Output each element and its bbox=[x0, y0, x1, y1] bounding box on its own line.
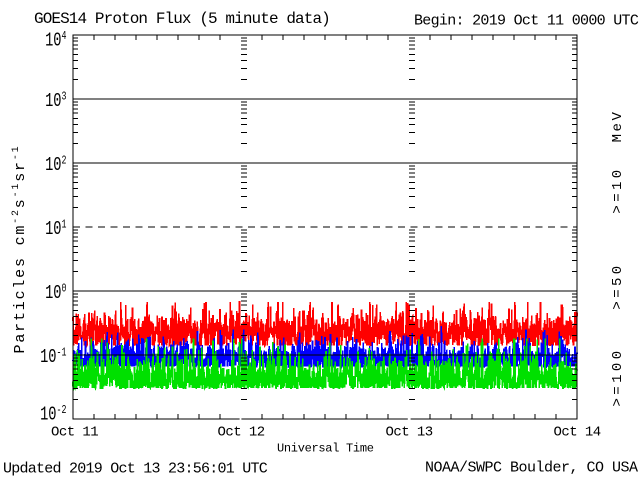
svg-text:4: 4 bbox=[62, 31, 67, 44]
svg-text:0: 0 bbox=[62, 283, 67, 296]
svg-text:Oct 11: Oct 11 bbox=[51, 425, 98, 441]
svg-text:Oct 12: Oct 12 bbox=[218, 425, 265, 441]
svg-text:Updated 2019 Oct 13 23:56:01 U: Updated 2019 Oct 13 23:56:01 UTC bbox=[3, 461, 268, 478]
svg-text:Begin: 2019 Oct 11 0000 UTC: Begin: 2019 Oct 11 0000 UTC bbox=[414, 13, 639, 30]
svg-text:Universal Time: Universal Time bbox=[277, 442, 374, 456]
svg-text:GOES14 Proton Flux (5 minute d: GOES14 Proton Flux (5 minute data) bbox=[34, 10, 330, 28]
svg-text:10: 10 bbox=[45, 154, 61, 176]
svg-text:-2: -2 bbox=[57, 405, 67, 418]
svg-text:10: 10 bbox=[45, 218, 61, 240]
svg-text:10: 10 bbox=[45, 30, 61, 52]
svg-text:Particles cm-2s-1sr-1: Particles cm-2s-1sr-1 bbox=[11, 145, 29, 354]
svg-text:3: 3 bbox=[62, 91, 67, 104]
svg-text:1: 1 bbox=[62, 219, 67, 232]
svg-text:10: 10 bbox=[45, 90, 61, 112]
svg-text:MeV: MeV bbox=[610, 110, 626, 143]
svg-text:-1: -1 bbox=[57, 347, 67, 360]
svg-text:Oct 13: Oct 13 bbox=[386, 425, 433, 441]
svg-text:2: 2 bbox=[62, 155, 67, 168]
svg-text:10: 10 bbox=[40, 346, 56, 368]
svg-text:>=100: >=100 bbox=[610, 347, 626, 406]
svg-text:10: 10 bbox=[45, 282, 61, 304]
svg-text:Oct 14: Oct 14 bbox=[554, 425, 601, 441]
svg-text:>=10: >=10 bbox=[610, 166, 626, 213]
svg-text:10: 10 bbox=[40, 403, 56, 425]
svg-text:NOAA/SWPC Boulder, CO USA: NOAA/SWPC Boulder, CO USA bbox=[425, 460, 638, 477]
svg-text:>=50: >=50 bbox=[610, 262, 626, 309]
